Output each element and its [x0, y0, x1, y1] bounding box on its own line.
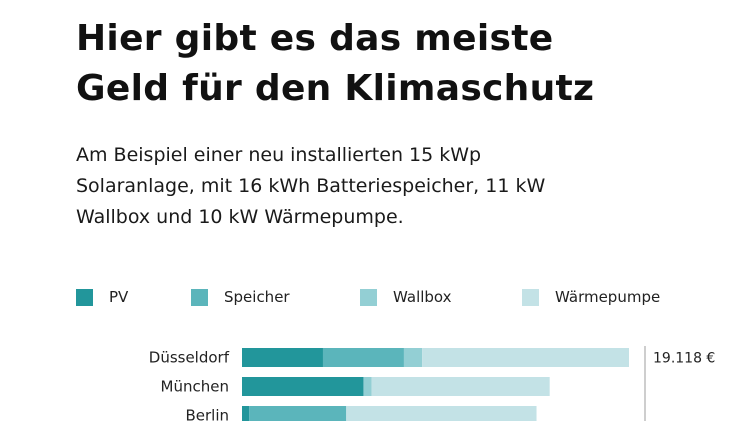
- legend-item-pv: PV: [76, 288, 128, 306]
- category-label-duesseldorf: Düsseldorf: [149, 349, 230, 367]
- category-label-berlin: Berlin: [185, 407, 229, 421]
- legend-item-wallbox: Wallbox: [360, 288, 452, 306]
- chart-subtitle-line-2: Solaranlage, mit 16 kWh Batteriespeicher…: [76, 175, 546, 197]
- bar-segment-berlin-pv: [242, 406, 250, 421]
- legend-item-speicher: Speicher: [191, 288, 290, 306]
- chart-subtitle-line-1: Am Beispiel einer neu installierten 15 k…: [76, 144, 482, 166]
- bar-segment-duesseldorf-speicher: [322, 348, 404, 367]
- legend-swatch-speicher: [191, 288, 208, 306]
- legend-label-waermepumpe: Wärmepumpe: [555, 288, 661, 306]
- chart-category-labels: Düsseldorf München Berlin: [149, 349, 230, 421]
- legend-label-wallbox: Wallbox: [393, 288, 452, 306]
- chart-subtitle: Am Beispiel einer neu installierten 15 k…: [76, 140, 696, 233]
- bar-segment-berlin-speicher: [249, 406, 347, 421]
- legend-label-speicher: Speicher: [224, 288, 290, 306]
- chart-annotations: 19.118 €: [644, 346, 715, 421]
- legend-label-pv: PV: [109, 288, 129, 306]
- chart-subtitle-line-3: Wallbox und 10 kW Wärmepumpe.: [76, 206, 404, 228]
- legend-swatch-waermepumpe: [522, 288, 539, 306]
- chart-legend: PV Speicher Wallbox Wärmepumpe: [0, 288, 748, 308]
- bar-segment-muenchen-pv: [242, 377, 364, 396]
- chart-bars: [242, 348, 629, 421]
- bar-segment-duesseldorf-wallbox: [403, 348, 423, 367]
- chart-title-line-1: Hier gibt es das meiste: [76, 18, 554, 59]
- stacked-bar-chart: Düsseldorf München Berlin 19.118 €: [149, 346, 715, 421]
- legend-swatch-wallbox: [360, 288, 377, 306]
- chart-title-line-2: Geld für den Klimaschutz: [76, 68, 595, 109]
- bar-segment-duesseldorf-waermepumpe: [422, 348, 629, 367]
- total-value-label: 19.118 €: [653, 351, 715, 367]
- bar-segment-duesseldorf-pv: [242, 348, 323, 367]
- bar-segment-berlin-waermepumpe: [346, 406, 537, 421]
- legend-swatch-pv: [76, 288, 93, 306]
- bar-segment-muenchen-waermepumpe: [371, 377, 550, 396]
- category-label-muenchen: München: [161, 378, 229, 396]
- bar-segment-muenchen-wallbox: [363, 377, 372, 396]
- chart-title: Hier gibt es das meiste Geld für den Kli…: [76, 14, 736, 114]
- legend-item-waermepumpe: Wärmepumpe: [522, 288, 660, 306]
